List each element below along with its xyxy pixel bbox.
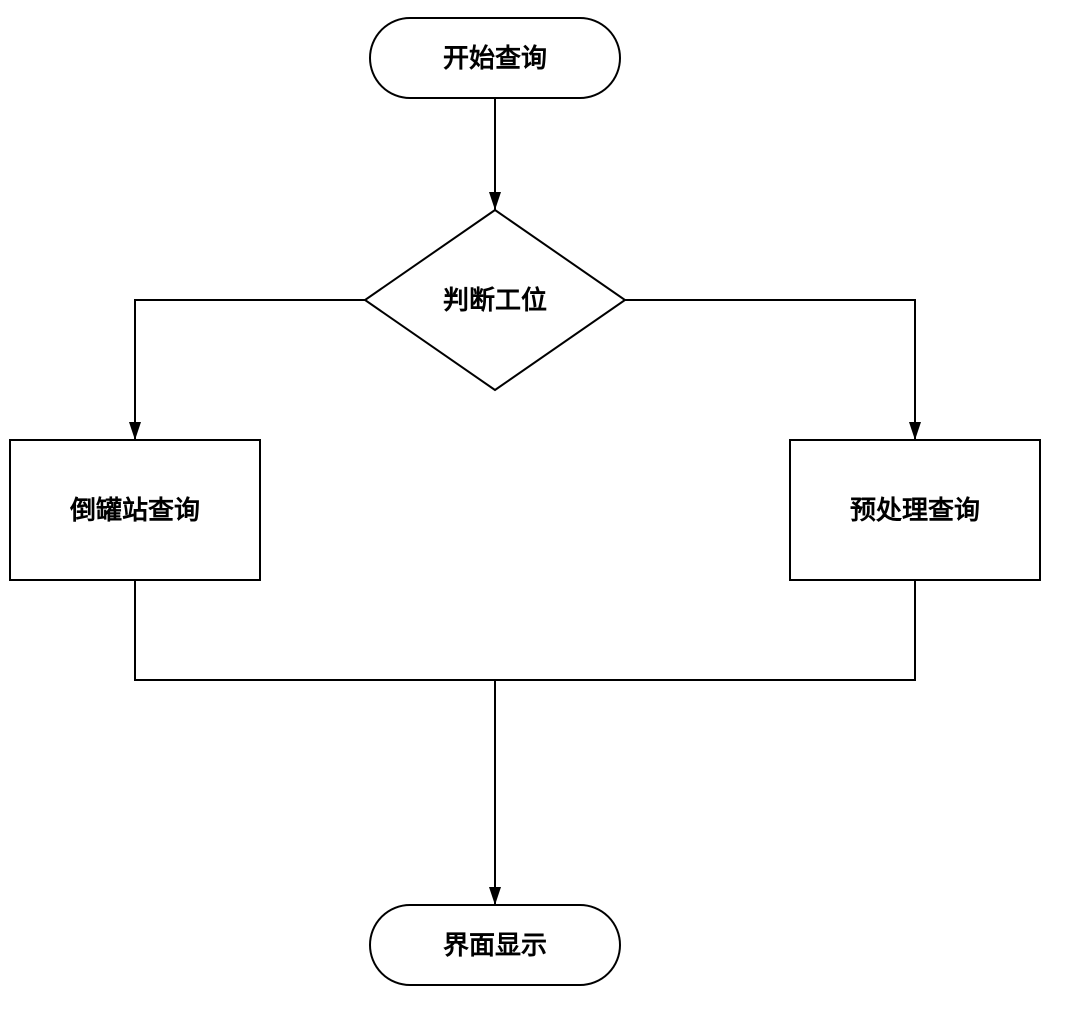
node-label-decision: 判断工位	[443, 285, 547, 315]
flowchart-canvas: 开始查询判断工位倒罐站查询 预处理查询界面显示	[0, 0, 1070, 1032]
node-label-end: 界面显示	[443, 930, 547, 960]
node-label-left_proc: 倒罐站查询	[69, 495, 200, 525]
edge-e2_right	[625, 300, 915, 440]
node-label-right_proc: 预处理查询	[850, 495, 980, 525]
node-left_proc: 倒罐站查询	[10, 440, 260, 580]
edge-e2_left	[135, 300, 365, 440]
node-end: 界面显示	[370, 905, 620, 985]
edge-e3_merge	[135, 580, 915, 680]
node-right_proc: 预处理查询	[790, 440, 1040, 580]
node-start: 开始查询	[370, 18, 620, 98]
node-label-start: 开始查询	[443, 43, 547, 73]
node-decision: 判断工位	[365, 210, 625, 390]
